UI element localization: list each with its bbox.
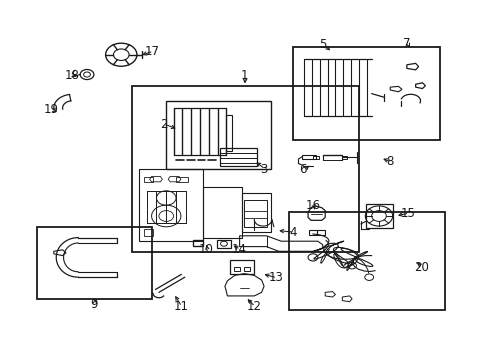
Text: 9: 9 (90, 298, 98, 311)
Bar (217, 240, 230, 248)
Bar (229, 260, 254, 274)
Bar (226, 115, 232, 151)
Text: 8: 8 (386, 156, 393, 168)
Bar (244, 267, 250, 271)
Bar (220, 148, 256, 166)
Bar (342, 156, 346, 159)
Bar (139, 169, 203, 241)
Text: 11: 11 (173, 300, 188, 313)
Bar (192, 240, 203, 246)
Bar (37, 227, 151, 299)
Bar (144, 177, 153, 182)
Bar (203, 187, 242, 238)
Text: 18: 18 (65, 69, 80, 82)
Bar (288, 212, 444, 310)
Text: 13: 13 (268, 271, 283, 284)
Bar (316, 230, 324, 235)
Bar (132, 86, 359, 252)
Text: 1: 1 (240, 69, 248, 82)
Bar (293, 47, 439, 140)
Bar (301, 155, 316, 159)
Bar (242, 193, 271, 232)
Bar (144, 229, 153, 236)
Text: 19: 19 (44, 103, 59, 116)
Text: 6: 6 (299, 163, 306, 176)
Text: 16: 16 (305, 199, 320, 212)
Text: 17: 17 (145, 45, 160, 58)
Text: 3: 3 (260, 163, 267, 176)
Bar (308, 230, 316, 235)
Bar (244, 200, 266, 227)
Text: 12: 12 (246, 300, 261, 313)
Bar (365, 204, 392, 228)
Bar (176, 177, 188, 182)
Text: 15: 15 (400, 207, 415, 220)
Text: 10: 10 (199, 243, 213, 256)
Bar (166, 101, 271, 169)
Text: 4: 4 (289, 226, 297, 239)
Text: 2: 2 (160, 118, 167, 131)
Bar (312, 156, 318, 159)
Text: 14: 14 (232, 243, 246, 256)
Bar (233, 267, 239, 271)
Text: 7: 7 (402, 37, 410, 50)
Text: 20: 20 (413, 261, 428, 274)
Text: 5: 5 (318, 39, 326, 51)
